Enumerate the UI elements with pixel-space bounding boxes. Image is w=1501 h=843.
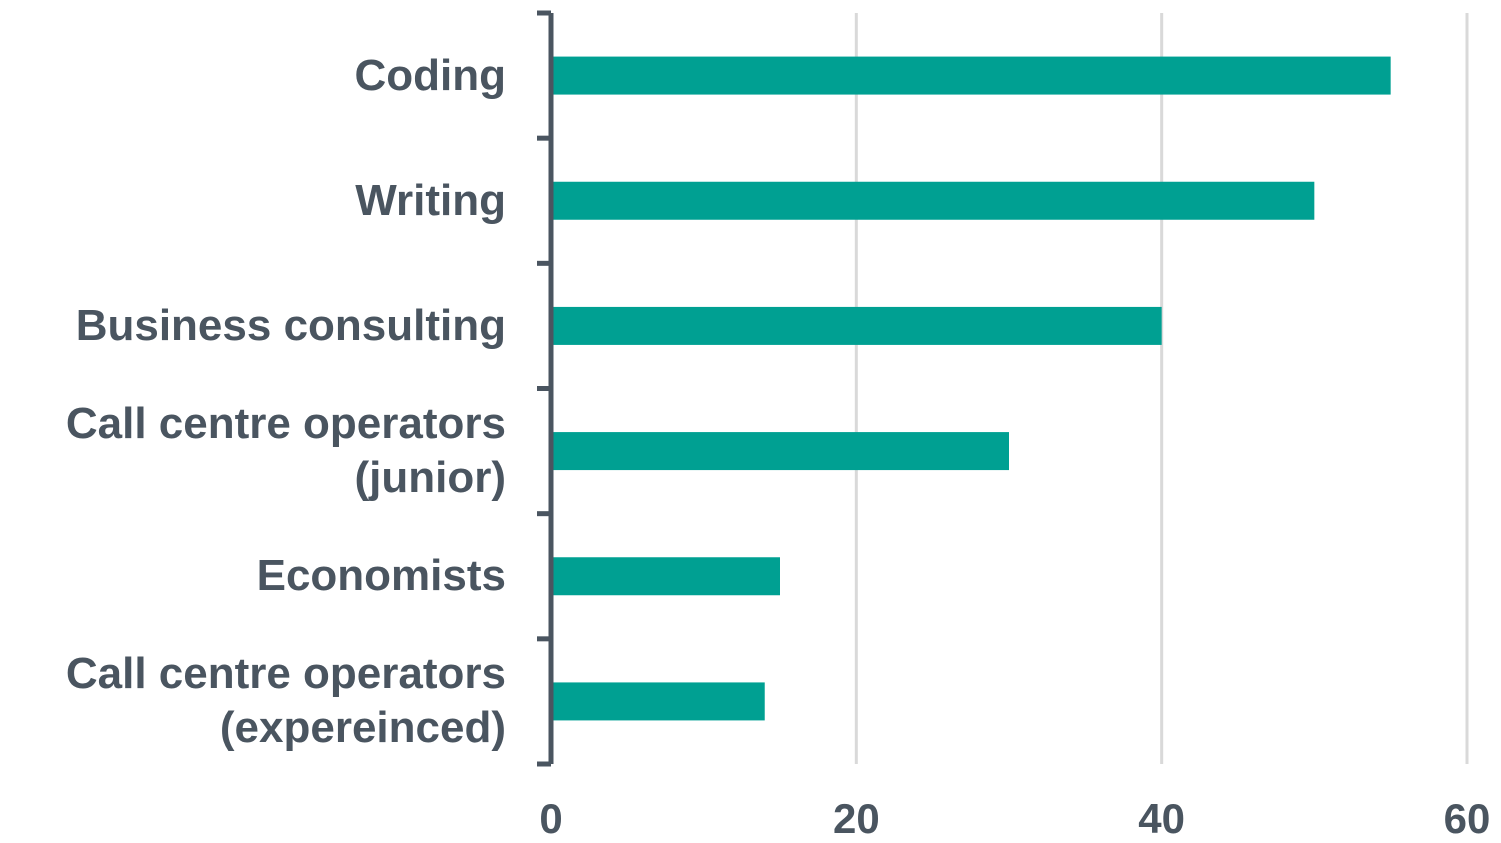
y-tick-label: Economists [256, 551, 506, 601]
x-tick-label: 40 [1138, 795, 1185, 842]
bar [551, 306, 1162, 345]
bar [551, 432, 1009, 471]
bar [551, 56, 1391, 95]
y-tick-label: Call centre operators (expereinced) [65, 649, 506, 753]
y-tick-label: Business consulting [75, 300, 506, 350]
x-tick-label: 0 [539, 795, 562, 842]
y-tick-label: Coding [354, 50, 506, 100]
x-tick-label: 20 [833, 795, 880, 842]
bar [551, 557, 780, 596]
bar [551, 682, 765, 721]
bar [551, 181, 1315, 220]
x-tick-label: 60 [1444, 795, 1491, 842]
y-tick-label: Call centre operators (junior) [65, 399, 506, 503]
y-tick-label: Writing [355, 175, 506, 225]
